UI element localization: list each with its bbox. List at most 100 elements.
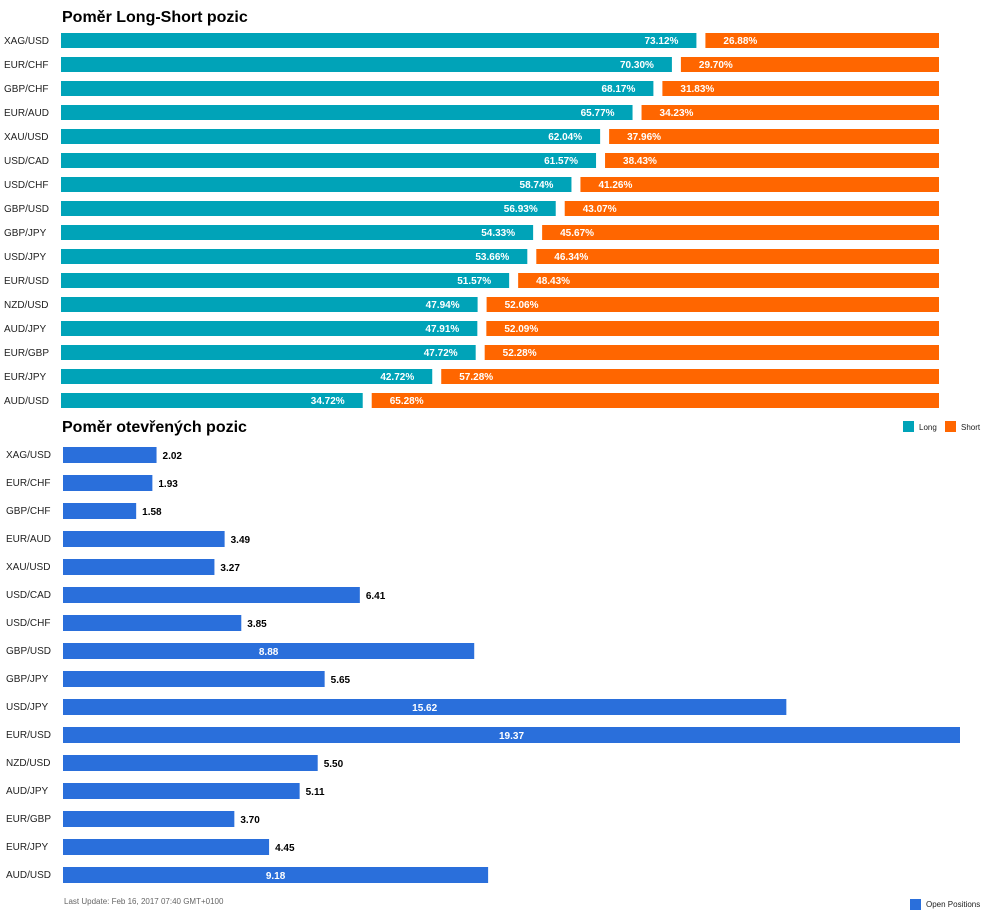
long-bar-aud-usd [61,393,363,408]
long-value-label-aud-jpy: 47.91% [425,324,459,335]
long-value-label-gbp-jpy: 54.33% [481,228,515,239]
long-short-category-eur-usd: EUR/USD [4,276,49,287]
open-positions-value-label-xau-usd: 3.27 [220,563,240,574]
long-short-category-gbp-chf: GBP/CHF [4,84,48,95]
legend-short-label: Short [961,423,981,432]
long-value-label-usd-cad: 61.57% [544,156,578,167]
open-positions-value-label-usd-jpy: 15.62 [412,703,437,714]
long-value-label-usd-chf: 58.74% [520,180,554,191]
short-bar-eur-chf [680,57,939,72]
open-positions-value-label-nzd-usd: 5.50 [324,759,344,770]
open-positions-value-label-gbp-jpy: 5.65 [331,675,351,686]
long-value-label-xag-usd: 73.12% [644,36,678,47]
long-short-category-usd-jpy: USD/JPY [4,252,47,263]
open-positions-bar-eur-gbp [63,811,235,827]
long-short-category-usd-cad: USD/CAD [4,156,49,167]
open-positions-value-label-eur-gbp: 3.70 [240,815,260,826]
short-value-label-gbp-usd: 43.07% [583,204,617,215]
short-bar-aud-jpy [486,321,939,336]
open-positions-chart: XAG/USD 2.02 EUR/CHF 1.93 GBP/CHF 1.58 EUR/AUD… [6,447,960,883]
long-short-category-gbp-usd: GBP/USD [4,204,49,215]
open-positions-value-label-eur-chf: 1.93 [158,479,178,490]
open-positions-category-aud-usd: AUD/USD [6,870,51,881]
open-positions-value-label-aud-usd: 9.18 [266,871,286,882]
short-bar-eur-aud [641,105,939,120]
long-bar-usd-jpy [61,249,528,264]
long-value-label-gbp-chf: 68.17% [601,84,635,95]
long-bar-xau-usd [61,129,601,144]
legend-short-swatch [945,421,956,432]
long-short-category-aud-jpy: AUD/JPY [4,324,47,335]
long-value-label-gbp-usd: 56.93% [504,204,538,215]
short-bar-eur-jpy [441,369,939,384]
open-positions-value-label-xag-usd: 2.02 [163,451,183,462]
open-positions-value-label-usd-chf: 3.85 [247,619,267,630]
long-short-category-usd-chf: USD/CHF [4,180,48,191]
long-short-category-aud-usd: AUD/USD [4,396,49,407]
open-positions-chart-title: Poměr otevřených pozic [62,419,247,436]
long-value-label-eur-aud: 65.77% [581,108,615,119]
open-positions-bar-eur-jpy [63,839,270,855]
open-positions-bar-xag-usd [63,447,157,463]
legend-open-positions-swatch [910,899,921,910]
open-positions-category-eur-usd: EUR/USD [6,730,51,741]
short-value-label-usd-cad: 38.43% [623,156,657,167]
open-positions-bar-gbp-usd [63,643,475,659]
long-bar-eur-gbp [61,345,476,360]
open-positions-category-eur-chf: EUR/CHF [6,478,50,489]
short-bar-gbp-chf [662,81,939,96]
open-positions-bar-gbp-jpy [63,671,325,687]
open-positions-value-label-eur-aud: 3.49 [231,535,251,546]
open-positions-category-gbp-usd: GBP/USD [6,646,51,657]
short-value-label-gbp-jpy: 45.67% [560,228,594,239]
short-bar-gbp-jpy [542,225,939,240]
short-bar-usd-jpy [536,249,939,264]
long-value-label-xau-usd: 62.04% [548,132,582,143]
long-bar-aud-jpy [61,321,478,336]
long-bar-eur-jpy [61,369,433,384]
short-value-label-eur-chf: 29.70% [699,60,733,71]
open-positions-bar-gbp-chf [63,503,137,519]
open-positions-category-usd-cad: USD/CAD [6,590,51,601]
open-positions-bar-eur-usd [63,727,960,743]
long-bar-usd-chf [61,177,572,192]
short-value-label-aud-usd: 65.28% [390,396,424,407]
long-bar-gbp-usd [61,201,556,216]
short-value-label-xau-usd: 37.96% [627,132,661,143]
open-positions-legend: Open Positions [910,899,980,910]
long-value-label-eur-usd: 51.57% [457,276,491,287]
short-bar-xag-usd [705,33,939,48]
long-short-category-eur-gbp: EUR/GBP [4,348,49,359]
short-bar-nzd-usd [486,297,939,312]
open-positions-category-gbp-chf: GBP/CHF [6,506,50,517]
long-short-category-eur-chf: EUR/CHF [4,60,48,71]
short-value-label-nzd-usd: 52.06% [505,300,539,311]
open-positions-value-label-gbp-chf: 1.58 [142,507,162,518]
open-positions-value-label-eur-usd: 19.37 [499,731,524,742]
long-short-chart: XAG/USD 73.12% 26.88% EUR/CHF 70.30% 29.70% GB… [4,33,939,408]
open-positions-category-gbp-jpy: GBP/JPY [6,674,49,685]
long-bar-nzd-usd [61,297,478,312]
short-bar-xau-usd [609,129,939,144]
short-bar-eur-gbp [484,345,939,360]
open-positions-bar-usd-cad [63,587,360,603]
long-value-label-eur-chf: 70.30% [620,60,654,71]
long-short-legend: Long Short [903,421,981,432]
short-bar-usd-chf [580,177,939,192]
open-positions-value-label-aud-jpy: 5.11 [306,787,325,798]
short-bar-eur-usd [518,273,939,288]
long-value-label-eur-gbp: 47.72% [424,348,458,359]
open-positions-category-eur-gbp: EUR/GBP [6,814,51,825]
short-value-label-xag-usd: 26.88% [723,36,757,47]
open-positions-bar-nzd-usd [63,755,318,771]
legend-open-positions-label: Open Positions [926,900,980,909]
long-value-label-usd-jpy: 53.66% [475,252,509,263]
long-short-category-eur-aud: EUR/AUD [4,108,49,119]
open-positions-bar-eur-chf [63,475,153,491]
open-positions-category-usd-chf: USD/CHF [6,618,50,629]
long-short-category-gbp-jpy: GBP/JPY [4,228,47,239]
short-value-label-eur-aud: 34.23% [660,108,694,119]
open-positions-bar-usd-jpy [63,699,787,715]
long-short-category-xag-usd: XAG/USD [4,36,49,47]
